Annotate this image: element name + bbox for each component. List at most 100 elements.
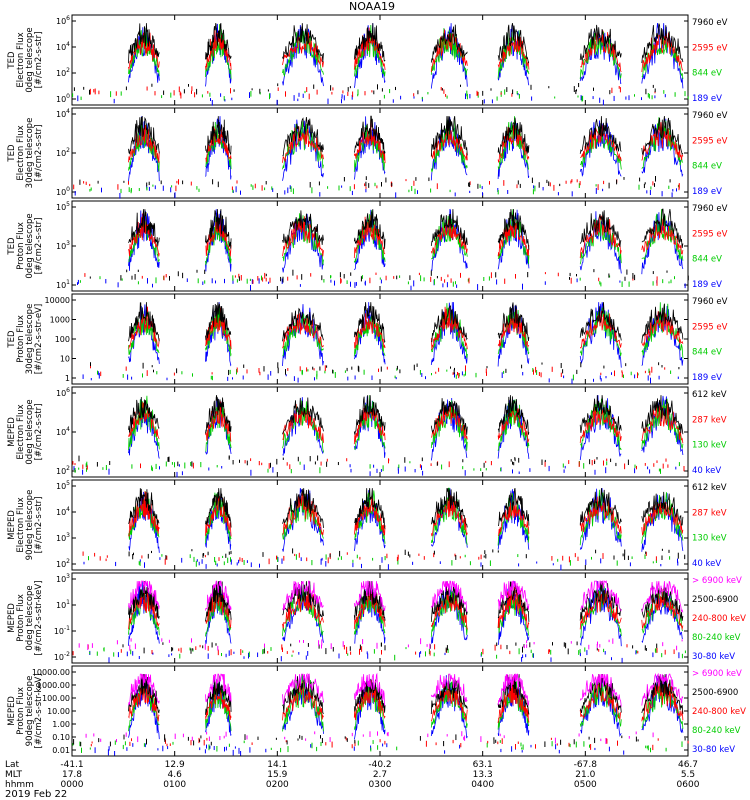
flux-point xyxy=(571,191,573,197)
flux-point xyxy=(341,185,343,188)
flux-point xyxy=(193,556,195,562)
flux-point xyxy=(639,177,641,182)
legend-entry: 2595 eV xyxy=(692,229,728,239)
flux-point xyxy=(350,468,352,473)
flux-point xyxy=(541,362,543,365)
flux-point xyxy=(178,648,180,652)
flux-point xyxy=(551,741,553,747)
flux-series xyxy=(128,581,684,647)
flux-point xyxy=(668,281,670,284)
flux-point xyxy=(589,459,591,465)
flux-series xyxy=(128,115,684,157)
flux-point xyxy=(77,95,79,102)
flux-point xyxy=(354,739,356,744)
flux-point xyxy=(232,460,234,465)
flux-point xyxy=(217,645,219,651)
y-axis-label: 90deg telescope xyxy=(25,676,35,747)
flux-point xyxy=(85,463,87,468)
flux-point xyxy=(608,273,610,278)
flux-point xyxy=(238,559,240,564)
flux-point xyxy=(277,87,279,91)
flux-point xyxy=(511,93,513,97)
flux-point xyxy=(72,651,74,656)
flux-point xyxy=(330,643,332,650)
flux-point xyxy=(556,743,558,746)
flux-point xyxy=(152,652,154,655)
flux-point xyxy=(204,280,206,284)
flux-point xyxy=(354,375,356,380)
flux-point xyxy=(538,182,540,188)
flux-point xyxy=(280,747,282,753)
flux-point xyxy=(404,549,406,555)
flux-point xyxy=(298,92,300,97)
flux-point xyxy=(94,747,96,754)
flux-point xyxy=(195,560,197,567)
flux-point xyxy=(623,374,624,379)
x-hhmm-label: 0000 xyxy=(61,780,84,790)
flux-point xyxy=(594,469,596,475)
flux-point xyxy=(236,180,238,184)
flux-point xyxy=(495,739,497,743)
flux-point xyxy=(125,86,127,91)
flux-point xyxy=(320,558,322,565)
flux-point xyxy=(646,745,648,749)
flux-point xyxy=(366,651,368,655)
flux-point xyxy=(341,94,343,98)
flux-point xyxy=(257,736,259,740)
y-tick-label: 102 xyxy=(56,67,70,78)
flux-point xyxy=(125,732,127,737)
flux-point xyxy=(568,742,570,747)
flux-point xyxy=(489,181,490,185)
flux-point xyxy=(460,743,462,748)
flux-point xyxy=(89,89,90,95)
flux-point xyxy=(652,744,654,751)
x-hhmm-label: 0300 xyxy=(369,780,392,790)
y-axis-label: 30deg telescope xyxy=(25,304,35,375)
flux-point xyxy=(459,744,461,749)
flux-point xyxy=(206,737,208,741)
flux-point xyxy=(161,638,163,642)
flux-point xyxy=(595,549,597,554)
flux-point xyxy=(340,277,342,284)
flux-point xyxy=(624,554,626,560)
flux-point xyxy=(609,275,611,278)
flux-point xyxy=(202,281,204,285)
flux-point xyxy=(236,562,238,566)
flux-point xyxy=(116,739,117,743)
flux-point xyxy=(122,374,124,378)
flux-point xyxy=(394,654,396,661)
flux-point xyxy=(596,643,598,649)
flux-point xyxy=(230,557,231,562)
flux-point xyxy=(521,747,523,750)
flux-point xyxy=(677,558,678,563)
flux-point xyxy=(575,90,577,95)
flux-point xyxy=(396,746,398,751)
flux-point xyxy=(198,737,200,744)
flux-point xyxy=(599,375,601,380)
flux-point xyxy=(521,657,523,662)
flux-point xyxy=(420,275,422,282)
panel-1: 100 102 104 106 TED Electron Flux 0deg telesco… xyxy=(7,14,728,106)
flux-point xyxy=(605,376,607,379)
flux-point xyxy=(557,272,559,277)
y-tick-label: 106 xyxy=(56,15,70,26)
flux-traces xyxy=(72,579,686,663)
flux-series xyxy=(128,487,684,529)
flux-point xyxy=(167,746,169,750)
flux-point xyxy=(445,94,447,97)
flux-point xyxy=(103,648,105,651)
flux-point xyxy=(627,555,629,560)
flux-point xyxy=(84,273,86,277)
flux-point xyxy=(469,94,471,99)
flux-point xyxy=(649,370,651,376)
flux-point xyxy=(190,648,192,654)
flux-point xyxy=(146,182,148,187)
flux-point xyxy=(236,367,238,373)
flux-point xyxy=(117,184,119,190)
flux-point xyxy=(469,182,471,188)
flux-point xyxy=(544,461,546,467)
flux-point xyxy=(379,739,381,743)
flux-point xyxy=(347,87,349,92)
y-axis-label: TED xyxy=(7,237,17,256)
legend-entry: 189 eV xyxy=(692,373,722,383)
